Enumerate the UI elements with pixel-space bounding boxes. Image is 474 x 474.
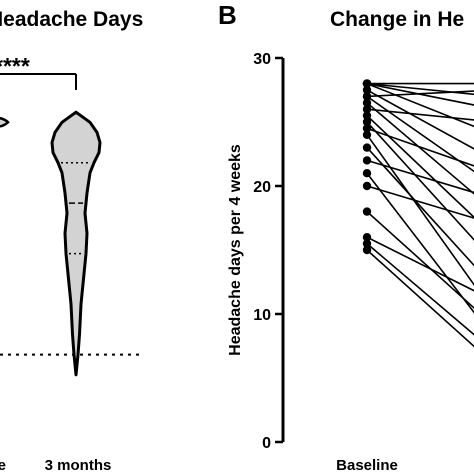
subject-line (366, 95, 474, 173)
baseline-point (362, 130, 372, 139)
baseline-point (362, 85, 372, 95)
panel-b: B Change in He Headache days per 4 weeks… (218, 0, 474, 474)
baseline-point (362, 207, 372, 216)
y-tick-label: 10 (253, 307, 271, 324)
baseline-point (362, 111, 372, 120)
y-tick-label: 0 (262, 435, 271, 452)
subject-line (366, 185, 474, 219)
x-tick-baseline: e (0, 457, 6, 474)
violin-baseline (0, 117, 10, 128)
x-tick-3-months: 3 months (45, 457, 112, 474)
violin-3-months (50, 110, 102, 377)
significance-label: **** (0, 53, 30, 79)
baseline-point (362, 79, 372, 88)
baseline-point (362, 239, 372, 248)
panel-b-label: B (218, 0, 237, 30)
y-axis-label: Headache days per 4 weeks (227, 144, 244, 356)
significance-bracket (0, 73, 77, 90)
panel-a: Headache Days **** e 3 months (0, 8, 143, 474)
baseline-point (362, 245, 372, 255)
baseline-point (362, 92, 372, 101)
baseline-point (362, 233, 372, 242)
subject-line (366, 89, 474, 150)
panel-a-title: Headache Days (0, 8, 143, 31)
baseline-point (362, 117, 372, 127)
baseline-point (362, 105, 372, 114)
x-tick-baseline-b: Baseline (336, 457, 398, 474)
baseline-point (362, 181, 372, 191)
baseline-point (362, 169, 372, 178)
subject-line (366, 147, 474, 267)
y-tick-label: 20 (253, 179, 271, 196)
subject-line (366, 134, 474, 286)
baseline-point (362, 156, 372, 165)
baseline-point (362, 143, 372, 152)
subject-line (366, 249, 474, 348)
subject-line (366, 211, 474, 309)
panel-b-title: Change in He (330, 8, 464, 31)
y-tick-label: 30 (253, 51, 271, 68)
baseline-point (362, 98, 372, 108)
baseline-point (362, 124, 372, 133)
